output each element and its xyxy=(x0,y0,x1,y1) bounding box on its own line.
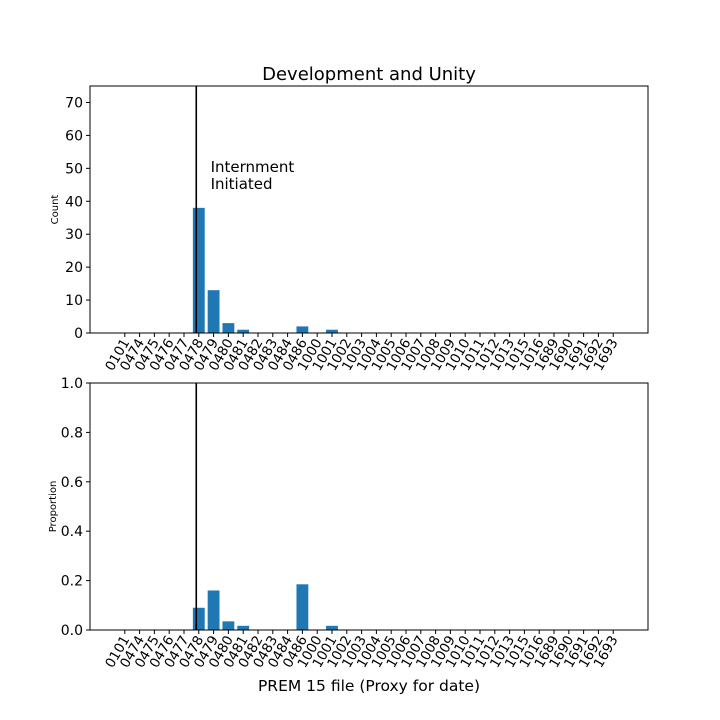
y-tick-label: 0.0 xyxy=(61,623,83,639)
y-tick-label: 0.8 xyxy=(61,425,83,441)
plot-frame xyxy=(89,85,649,334)
y-tick-label: 10 xyxy=(65,293,83,309)
bar-1001 xyxy=(326,329,338,333)
y-tick-label: 1.0 xyxy=(61,376,83,392)
y-tick-label: 0.4 xyxy=(61,524,83,540)
bar-0481 xyxy=(237,625,250,630)
annotation-internment-initiated: Internment xyxy=(211,158,295,176)
bar-0480 xyxy=(222,323,235,333)
y-tick-label: 30 xyxy=(65,227,83,243)
bar-0480 xyxy=(222,621,235,630)
y-tick-label: 0.2 xyxy=(61,574,83,590)
y-tick-label: 40 xyxy=(65,194,83,210)
bar-0479 xyxy=(207,290,220,333)
bar-0481 xyxy=(237,329,250,333)
bar-0478 xyxy=(192,607,205,630)
bar-0478 xyxy=(192,207,205,333)
y-tick-label: 60 xyxy=(65,128,83,144)
count-panel: 010203040506070Count01010474047504760477… xyxy=(50,85,649,374)
y-tick-label: 20 xyxy=(65,260,83,276)
x-axis-label: PREM 15 file (Proxy for date) xyxy=(258,677,480,695)
y-axis-label: Proportion xyxy=(48,481,59,533)
proportion-panel: 0.00.20.40.60.81.0Proportion010104740475… xyxy=(48,376,649,695)
plot-frame xyxy=(89,382,649,631)
y-tick-label: 50 xyxy=(65,161,83,177)
y-tick-label: 70 xyxy=(65,95,83,111)
bar-0479 xyxy=(207,590,220,630)
bar-0486 xyxy=(296,584,309,630)
chart-title: Development and Unity xyxy=(262,64,476,85)
bar-0486 xyxy=(296,326,309,333)
annotation-internment-initiated: Initiated xyxy=(211,175,273,193)
bar-1001 xyxy=(326,625,338,630)
y-tick-label: 0.6 xyxy=(61,475,83,491)
y-axis-label: Count xyxy=(50,195,61,225)
y-tick-label: 0 xyxy=(74,326,83,342)
